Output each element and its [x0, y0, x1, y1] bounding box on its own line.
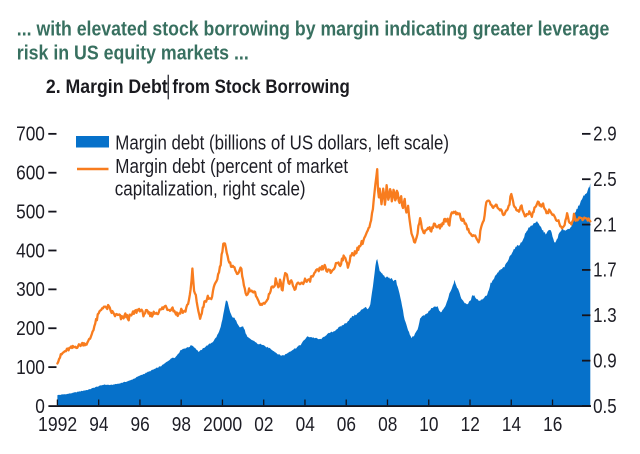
svg-text:600: 600: [16, 162, 45, 185]
svg-text:0.5: 0.5: [593, 395, 617, 418]
svg-text:2.5: 2.5: [593, 168, 617, 191]
svg-text:capitalization, right scale): capitalization, right scale): [115, 178, 306, 201]
svg-text:1.7: 1.7: [593, 259, 617, 282]
svg-text:400: 400: [16, 239, 45, 262]
svg-text:0: 0: [35, 395, 45, 418]
svg-text:06: 06: [337, 413, 356, 436]
svg-text:08: 08: [378, 413, 397, 436]
svg-text:12: 12: [461, 413, 480, 436]
svg-text:2.9: 2.9: [593, 123, 617, 146]
svg-text:98: 98: [172, 413, 191, 436]
svg-text:10: 10: [419, 413, 438, 436]
svg-text:200: 200: [16, 317, 45, 340]
svg-text:04: 04: [296, 413, 315, 436]
svg-text:Margin debt (percent of market: Margin debt (percent of market: [115, 155, 348, 178]
svg-text:... with elevated stock borrow: ... with elevated stock borrowing by mar…: [17, 17, 610, 40]
svg-text:2. Margin Debt: 2. Margin Debt: [46, 76, 168, 98]
svg-text:94: 94: [89, 413, 108, 436]
svg-text:14: 14: [502, 413, 521, 436]
svg-text:1.3: 1.3: [593, 304, 617, 327]
svg-text:2000: 2000: [203, 413, 242, 436]
svg-text:300: 300: [16, 278, 45, 301]
svg-text:2.1: 2.1: [593, 213, 617, 236]
svg-text:700: 700: [16, 123, 45, 146]
svg-text:Margin debt (billions of US do: Margin debt (billions of US dollars, lef…: [115, 131, 449, 154]
svg-text:500: 500: [16, 200, 45, 223]
svg-text:96: 96: [131, 413, 150, 436]
svg-text:0.9: 0.9: [593, 349, 617, 372]
svg-text:16: 16: [543, 413, 562, 436]
svg-text:100: 100: [16, 356, 45, 379]
svg-text:from Stock Borrowing: from Stock Borrowing: [172, 76, 349, 98]
svg-text:risk in US equity markets ...: risk in US equity markets ...: [17, 41, 249, 64]
svg-text:02: 02: [254, 413, 273, 436]
svg-text:1992: 1992: [38, 413, 77, 436]
